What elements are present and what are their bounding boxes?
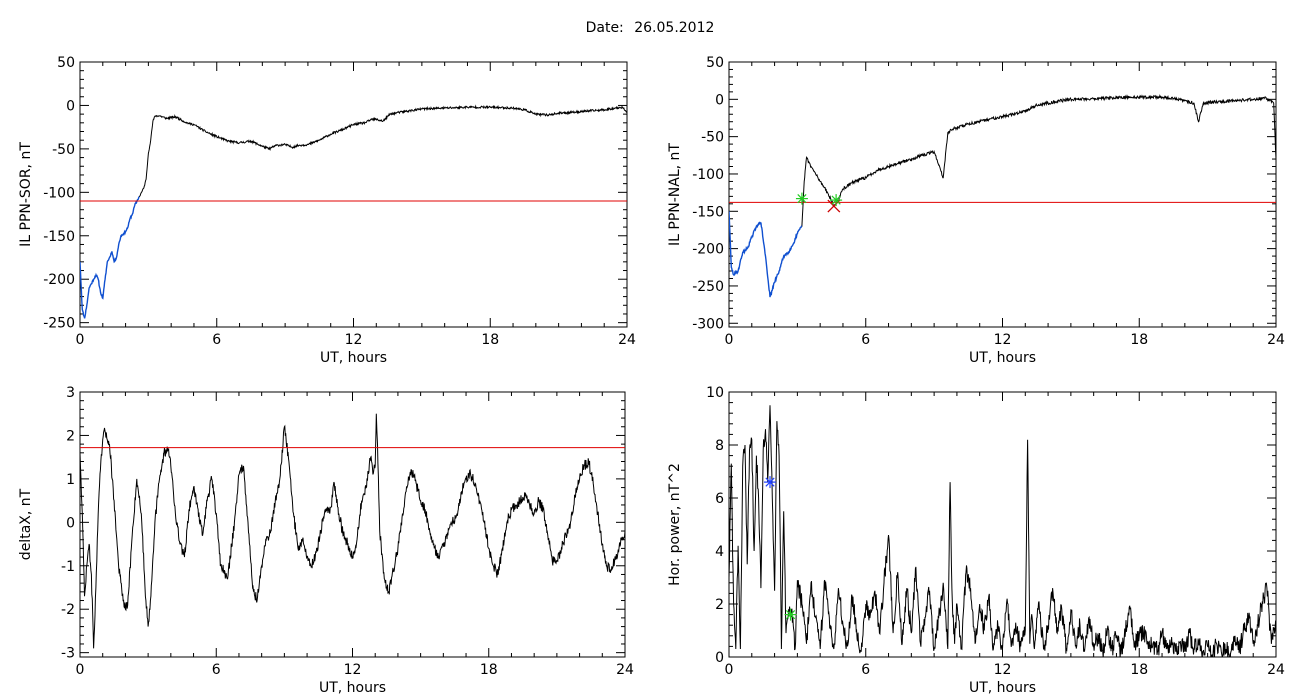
series-line-highlight: [729, 211, 803, 298]
y-tick-label: 3: [66, 385, 75, 401]
y-axis-label: IL PPN-NAL, nT: [667, 143, 683, 246]
y-tick-label: 6: [715, 491, 724, 507]
y-tick-label: -300: [692, 316, 724, 332]
x-tick-label: 12: [994, 662, 1012, 678]
x-tick-label: 18: [1130, 662, 1148, 678]
y-axis-label: Hor. power, nT^2: [667, 463, 683, 586]
marker-stroke: [831, 195, 841, 205]
chart-panel-sor: 0 6 12 18 24 UT, hours 50 0 -50 -100 -150 -200 -250 I…: [18, 55, 636, 366]
chart-panel-deltax: 0 6 12 18 24 UT, hours 3 2 1 0 -1 -2 -3 deltaX, nT: [18, 385, 634, 696]
y-tick-label: 8: [715, 438, 724, 454]
y-tick-label: -150: [43, 229, 75, 245]
series-line: [801, 94, 1276, 227]
marker-asterisk: [764, 476, 777, 489]
y-tick-label: 0: [66, 98, 75, 114]
y-tick-label: -3: [61, 646, 75, 662]
y-tick-label: 2: [66, 428, 75, 444]
x-tick-label: 18: [481, 332, 499, 348]
y-tick-label: -200: [692, 242, 724, 258]
series-line: [138, 104, 627, 198]
y-tick-label: -250: [692, 279, 724, 295]
x-tick-label: 6: [212, 332, 221, 348]
y-axis-label: deltaX, nT: [18, 488, 34, 560]
y-tick-label: -100: [43, 185, 75, 201]
x-tick-label: 0: [76, 332, 85, 348]
series-line-highlight: [80, 196, 140, 319]
y-tick-label: -50: [52, 142, 75, 158]
x-tick-label: 24: [1267, 332, 1285, 348]
plot-frame: [79, 61, 628, 328]
y-tick-label: 1: [66, 472, 75, 488]
y-tick-label: 2: [715, 597, 724, 613]
y-axis-label: IL PPN-SOR, nT: [18, 142, 34, 247]
x-tick-label: 12: [994, 332, 1012, 348]
y-tick-label: -200: [43, 272, 75, 288]
plot-area: [729, 405, 1276, 657]
date-label: Date:: [585, 20, 624, 36]
page-title: Date: 26.05.2012: [0, 20, 1300, 36]
x-tick-label: 6: [861, 662, 870, 678]
y-tick-label: 0: [715, 92, 724, 108]
x-tick-label: 18: [1130, 332, 1148, 348]
x-axis-label: UT, hours: [969, 680, 1036, 696]
plot-frame: [79, 391, 626, 658]
plot-frame: [728, 61, 1277, 328]
plot-area: [80, 413, 625, 649]
y-tick-label: 4: [715, 544, 724, 560]
y-tick-label: 50: [706, 55, 724, 71]
marker-asterisk: [795, 192, 808, 205]
x-tick-label: 18: [480, 662, 498, 678]
plot-frame: [728, 391, 1277, 658]
x-axis-label: UT, hours: [319, 680, 386, 696]
y-tick-label: -50: [701, 130, 724, 146]
marker-stroke: [765, 477, 775, 487]
x-tick-label: 24: [618, 332, 636, 348]
y-tick-label: -2: [61, 602, 75, 618]
y-tick-label: -150: [692, 204, 724, 220]
plot-area: [729, 94, 1276, 298]
x-tick-label: 0: [725, 662, 734, 678]
x-axis-label: UT, hours: [969, 350, 1036, 366]
y-tick-label: -250: [43, 316, 75, 332]
x-tick-label: 0: [725, 332, 734, 348]
series-line: [729, 405, 1276, 657]
y-tick-label: 0: [715, 650, 724, 666]
plot-area: [80, 104, 627, 319]
chart-panel-nal: 0 6 12 18 24 UT, hours 50 0 -50 -100 -150 -200 -250 -…: [667, 55, 1285, 366]
y-tick-label: 50: [57, 55, 75, 71]
y-tick-label: -1: [61, 559, 75, 575]
x-tick-label: 6: [212, 662, 221, 678]
x-tick-label: 12: [344, 662, 362, 678]
marker-asterisk: [784, 608, 797, 621]
y-tick-label: 0: [66, 515, 75, 531]
series-line: [80, 413, 625, 649]
y-tick-label: -100: [692, 167, 724, 183]
x-tick-label: 6: [861, 332, 870, 348]
x-axis-label: UT, hours: [320, 350, 387, 366]
x-tick-label: 24: [1267, 662, 1285, 678]
x-tick-label: 0: [76, 662, 85, 678]
chart-panel-power: 0 6 12 18 24 UT, hours 10 8 6 4 2 0 Hor. power, nT^2: [667, 385, 1285, 696]
date-value: 26.05.2012: [634, 20, 715, 36]
x-tick-label: 24: [616, 662, 634, 678]
marker-stroke: [785, 609, 796, 620]
x-tick-label: 12: [345, 332, 363, 348]
marker-stroke: [797, 193, 807, 204]
y-tick-label: 10: [706, 385, 724, 401]
marker-asterisk: [830, 194, 843, 207]
